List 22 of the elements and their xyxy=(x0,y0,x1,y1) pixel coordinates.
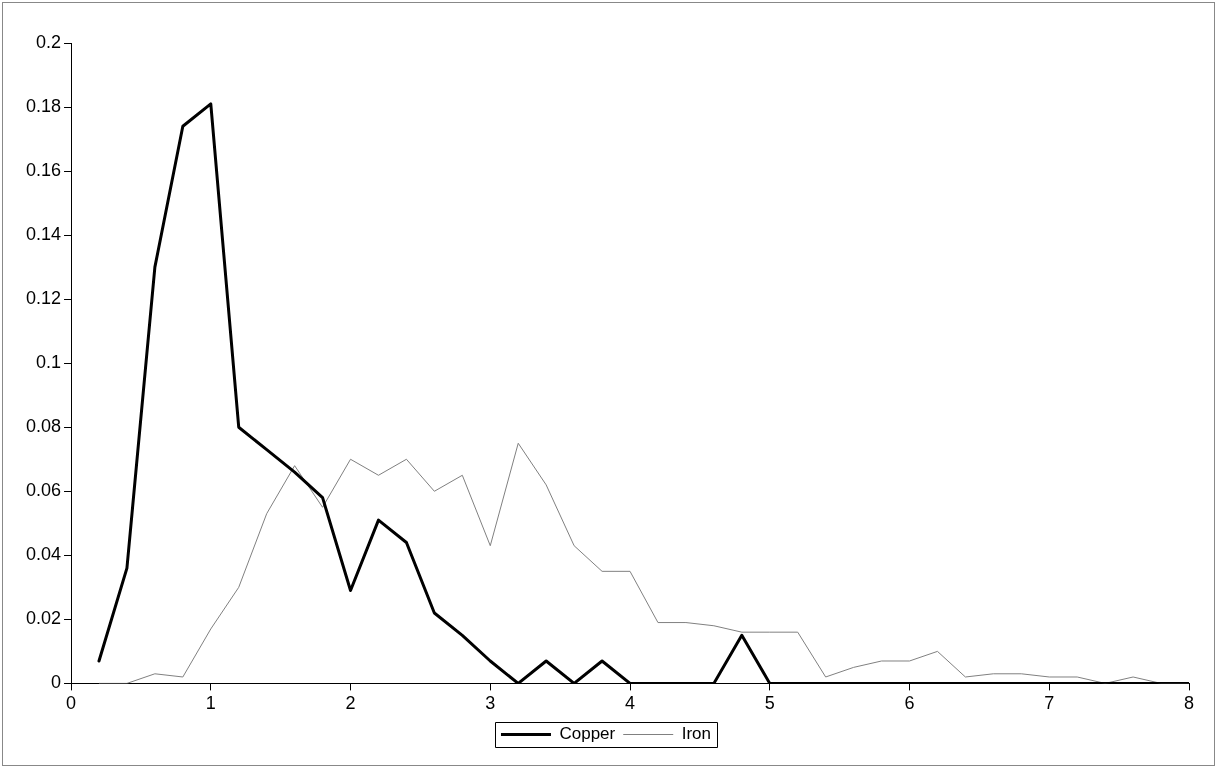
y-tick-label: 0 xyxy=(51,672,62,693)
x-tick-label: 8 xyxy=(1183,693,1195,714)
y-tick-label: 0.18 xyxy=(25,96,62,117)
x-tick-label: 6 xyxy=(904,693,915,714)
y-tick-label: 0.02 xyxy=(25,608,62,629)
legend-label: Iron xyxy=(681,724,712,744)
x-tick-label: 5 xyxy=(764,693,775,714)
x-tick-label: 3 xyxy=(485,693,496,714)
x-tick-label: 7 xyxy=(1044,693,1055,714)
y-tick-label: 0.12 xyxy=(25,288,62,309)
x-tick-label: 1 xyxy=(205,693,216,714)
x-tick-label: 0 xyxy=(66,693,77,714)
y-tick-label: 0.04 xyxy=(25,544,62,565)
y-tick-label: 0.2 xyxy=(36,31,62,52)
y-tick-label: 0.16 xyxy=(25,160,62,181)
y-tick-label: 0.14 xyxy=(25,224,62,245)
y-tick-label: 0.08 xyxy=(25,416,62,437)
y-tick-label: 0.1 xyxy=(36,352,62,373)
legend-label: Copper xyxy=(559,724,616,744)
x-tick-label: 2 xyxy=(345,693,356,714)
y-tick-label: 0.06 xyxy=(25,480,62,501)
x-tick-label: 4 xyxy=(625,693,636,714)
